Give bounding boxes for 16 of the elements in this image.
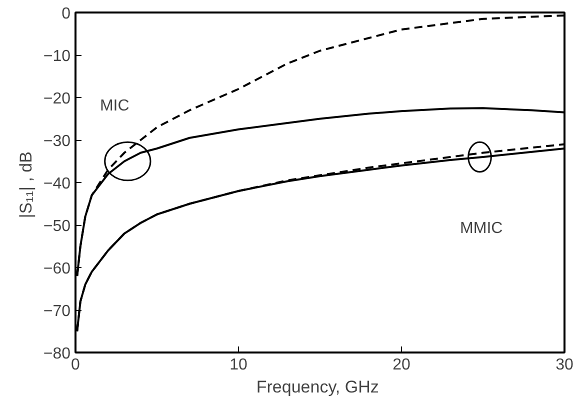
y-tick-label: −70 xyxy=(43,303,71,320)
annotation: MIC xyxy=(100,98,130,114)
annotation: MMIC xyxy=(460,220,503,237)
y-tick-label: −60 xyxy=(43,260,71,278)
y-tick-label: −30 xyxy=(43,133,71,150)
x-tick-label: 20 xyxy=(392,356,410,374)
x-axis-title: Frequency, GHz xyxy=(256,378,379,396)
y-tick-label: −20 xyxy=(43,90,71,108)
y-tick-label: −80 xyxy=(43,346,71,362)
y-tick-label: −40 xyxy=(43,176,71,192)
x-tick-label: 30 xyxy=(556,356,574,374)
x-tick-label: 10 xyxy=(230,356,248,374)
y-tick-label: −10 xyxy=(43,48,71,65)
y-tick-label: −50 xyxy=(43,218,71,235)
y-axis-title: |S₁₁| , dB xyxy=(16,152,36,218)
y-tick-label: 0 xyxy=(62,6,71,22)
